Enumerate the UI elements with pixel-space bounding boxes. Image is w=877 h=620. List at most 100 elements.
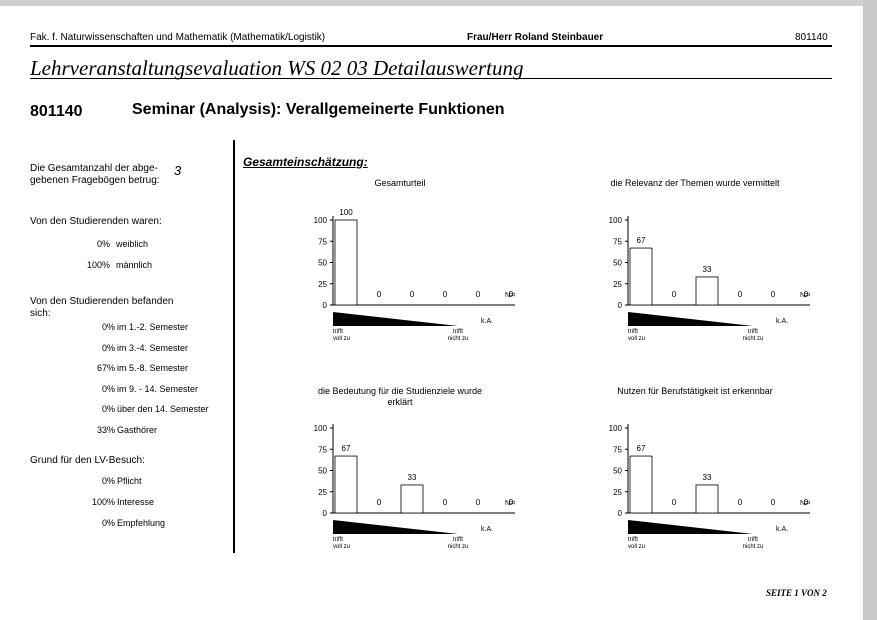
chart-title-line: erklärt <box>387 397 413 407</box>
chart-4: Nutzen für Berufstätigkeit ist erkennbar… <box>580 378 810 558</box>
y-tick-label: 0 <box>618 509 623 518</box>
bar-value-label: 0 <box>443 290 448 299</box>
reason-label: Interesse <box>117 497 155 507</box>
scale-right-label: trifft <box>453 537 463 543</box>
semester-pct: 0% <box>101 322 115 332</box>
bar-value-label: 33 <box>408 473 417 482</box>
course-name: Seminar (Analysis): Verallgemeinerte Fun… <box>132 101 505 118</box>
y-tick-label: 100 <box>609 216 623 225</box>
y-tick-label: 50 <box>318 259 327 268</box>
scale-right-label: nicht zu <box>448 544 469 550</box>
total-label-line2: gebenen Fragebögen betrug: <box>30 175 160 186</box>
y-tick-label: 100 <box>314 424 328 433</box>
semester-pct: 0% <box>101 342 115 353</box>
semester-pct: 0% <box>101 404 115 414</box>
bar <box>334 455 358 514</box>
scale-left-label: trifft <box>628 329 638 335</box>
scale-left-label: voll zu <box>333 544 350 550</box>
bar-value-label: 0 <box>771 498 776 507</box>
bar-value-label: 100 <box>339 208 353 217</box>
chart-title: die Bedeutung für die Studienziele wurde… <box>285 386 515 408</box>
scale-left-label: voll zu <box>628 544 645 550</box>
n-label: N=0 <box>800 292 810 299</box>
reason-pct: 0% <box>101 476 115 486</box>
y-tick-label: 50 <box>613 467 622 476</box>
bar-value-label: 33 <box>703 473 712 482</box>
reason-pct: 0% <box>101 518 115 528</box>
y-tick-label: 100 <box>609 424 623 433</box>
semester-pct: 33% <box>96 424 115 435</box>
bar-value-label: 0 <box>476 498 481 507</box>
chart-title-line: die Bedeutung für die Studienziele wurde <box>317 386 483 396</box>
scale-right-label: trifft <box>748 329 758 335</box>
y-tick-label: 75 <box>613 445 622 454</box>
chart-title: Nutzen für Berufstätigkeit ist erkennbar <box>617 386 773 396</box>
y-tick-label: 75 <box>318 445 327 454</box>
scale-wedge <box>628 312 753 326</box>
bar-value-label: 0 <box>377 290 382 299</box>
gender-label: männlich <box>116 260 153 270</box>
y-tick-label: 100 <box>314 216 328 225</box>
header-rule <box>30 45 832 47</box>
bar <box>695 276 719 306</box>
bar-value-label: 33 <box>703 265 712 274</box>
course-code: 801140 <box>30 103 83 120</box>
chart-2: die Relevanz der Themen wurde vermittelt… <box>580 170 810 350</box>
scale-wedge <box>628 520 753 534</box>
bar <box>400 484 424 514</box>
n-label: N=0 <box>800 500 810 507</box>
bar-value-label: 0 <box>804 290 809 299</box>
gender-label: Von den Studierenden waren: <box>30 216 162 227</box>
semester-label: im 5.-8. Semester <box>117 363 189 373</box>
column-divider <box>233 140 235 553</box>
y-tick-label: 0 <box>323 509 328 518</box>
lecturer-label: Frau/Herr Roland Steinbauer <box>467 32 604 43</box>
section-title: Gesamteinschätzung: <box>243 155 368 169</box>
y-tick-label: 25 <box>318 280 327 289</box>
bar-value-label: 0 <box>377 498 382 507</box>
semester-label: im 1.-2. Semester <box>117 322 189 332</box>
bar-value-label: 0 <box>804 498 809 507</box>
bar-value-label: 67 <box>637 236 646 245</box>
ka-label: k.A. <box>776 526 788 533</box>
scale-left-label: trifft <box>628 537 638 543</box>
gender-pct: 0% <box>96 239 110 249</box>
faculty-label: Fak. f. Naturwissenschaften und Mathemat… <box>30 32 326 43</box>
scan-top-edge <box>0 0 877 6</box>
bar-value-label: 0 <box>443 498 448 507</box>
semester-label: im 9. - 14. Semester <box>117 383 199 394</box>
bar-value-label: 0 <box>738 498 743 507</box>
bar <box>695 484 719 514</box>
header-code: 801140 <box>795 32 828 43</box>
bar-value-label: 67 <box>637 444 646 453</box>
y-tick-label: 25 <box>318 488 327 497</box>
bar-value-label: 0 <box>771 290 776 299</box>
ka-label: k.A. <box>776 318 788 325</box>
chart-title: die Relevanz der Themen wurde vermittelt <box>610 178 780 188</box>
y-tick-label: 0 <box>323 301 328 310</box>
semester-pct: 0% <box>101 383 115 394</box>
bar <box>334 219 358 306</box>
total-value: 3 <box>174 163 182 178</box>
scale-wedge <box>333 312 458 326</box>
bar <box>629 455 653 514</box>
gender-label: weiblich <box>116 239 149 249</box>
y-tick-label: 0 <box>618 301 623 310</box>
bar-value-label: 0 <box>509 498 514 507</box>
chart-title: Gesamturteil <box>374 178 426 188</box>
scale-right-label: trifft <box>453 329 463 335</box>
semester-pct: 67% <box>96 363 115 373</box>
scale-right-label: nicht zu <box>448 336 469 342</box>
scale-left-label: voll zu <box>333 336 350 342</box>
scan-right-edge <box>863 0 877 620</box>
ka-label: k.A. <box>481 318 493 325</box>
chart-1: Gesamturteil100755025010000000N=0k.A.tri… <box>285 170 515 350</box>
scale-wedge <box>333 520 458 534</box>
page-title: Lehrveranstaltungsevaluation WS 02 03 De… <box>30 56 524 80</box>
scale-right-label: trifft <box>748 537 758 543</box>
y-tick-label: 25 <box>613 280 622 289</box>
